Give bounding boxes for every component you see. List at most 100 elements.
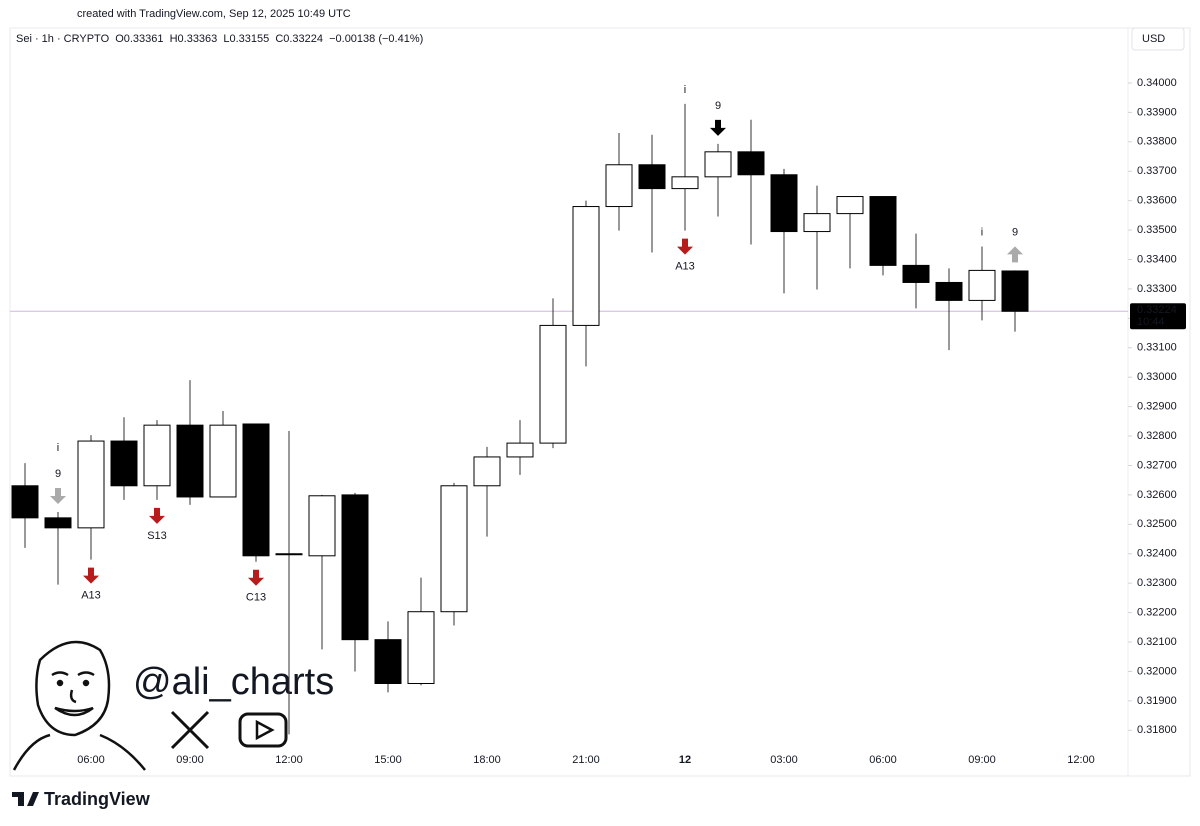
candle-body-up xyxy=(803,213,831,233)
candle-body-down xyxy=(902,264,930,283)
candle-body-up xyxy=(143,424,171,487)
y-tick-label: 0.33800 xyxy=(1137,136,1177,148)
legend: Sei · 1h · CRYPTO O0.33361 H0.33363 L0.3… xyxy=(16,33,423,45)
brand-logo xyxy=(12,792,39,806)
currency-box xyxy=(1131,27,1185,51)
signal-label: i xyxy=(981,226,983,238)
currency: USD xyxy=(1142,33,1165,45)
created-note: created with TradingView.com, Sep 12, 20… xyxy=(77,8,351,20)
y-tick-label: 0.32400 xyxy=(1137,548,1177,560)
signal-arrow xyxy=(149,507,165,524)
y-tick-label: 0.32900 xyxy=(1137,401,1177,413)
candle-body-down xyxy=(1001,270,1029,312)
candle-body-up xyxy=(77,440,105,529)
watermark: @ali_charts xyxy=(133,661,334,703)
signal-label: A13 xyxy=(675,261,695,273)
legend-close: C0.33224 xyxy=(275,33,323,45)
legend-high: H0.33363 xyxy=(170,33,218,45)
y-tick-label: 0.32300 xyxy=(1137,577,1177,589)
candle-body-down xyxy=(11,485,39,519)
legend-symbol: Sei · 1h · CRYPTO xyxy=(16,33,110,45)
candle-body-down xyxy=(935,281,963,301)
y-tick-label: 0.32100 xyxy=(1137,636,1177,648)
brand: TradingView xyxy=(44,789,151,809)
y-tick-label: 0.32200 xyxy=(1137,606,1177,618)
x-tick-label: 18:00 xyxy=(473,754,501,766)
candle-body-up xyxy=(605,164,633,208)
candle-body-up xyxy=(704,151,732,178)
signal-label: i xyxy=(684,84,686,96)
signal-arrow xyxy=(248,569,264,586)
legend-low: L0.33155 xyxy=(223,33,269,45)
x-tick-label: 03:00 xyxy=(770,754,798,766)
candle-body-up xyxy=(407,611,435,685)
signal-label: 9 xyxy=(1012,226,1018,238)
y-tick-label: 0.32500 xyxy=(1137,518,1177,530)
signal-label: 9 xyxy=(55,468,61,480)
signal-label: A13 xyxy=(81,590,101,602)
y-tick-label: 0.33500 xyxy=(1137,224,1177,236)
price-tag-countdown: 10:44 xyxy=(1137,316,1165,328)
candle-body-up xyxy=(836,196,864,215)
x-tick-label: 21:00 xyxy=(572,754,600,766)
x-tick-label: 12:00 xyxy=(275,754,303,766)
y-tick-label: 0.32700 xyxy=(1137,459,1177,471)
x-tick-label: 15:00 xyxy=(374,754,402,766)
x-tick-label: 09:00 xyxy=(176,754,204,766)
signal-arrow xyxy=(677,238,693,255)
signal-arrow xyxy=(50,487,66,504)
signal-label: 9 xyxy=(715,100,721,112)
candle-body-down xyxy=(341,494,369,641)
x-tick-label: 09:00 xyxy=(968,754,996,766)
candles xyxy=(11,103,1029,735)
candle-body-up xyxy=(308,495,336,557)
candle-body-down xyxy=(275,553,303,556)
y-tick-label: 0.33300 xyxy=(1137,283,1177,295)
chart-frame xyxy=(9,27,1191,777)
candle-body-up xyxy=(968,269,996,301)
price-tag-value: 0.33224 xyxy=(1137,304,1177,316)
price-tag xyxy=(1130,303,1186,330)
y-tick-label: 0.33600 xyxy=(1137,195,1177,207)
y-tick-label: 0.33700 xyxy=(1137,165,1177,177)
signal-label: i xyxy=(57,442,59,454)
candle-body-up xyxy=(440,485,468,613)
youtube-icon xyxy=(238,712,288,748)
legend-change: −0.00138 (−0.41%) xyxy=(329,33,423,45)
signal-arrow xyxy=(1007,246,1023,263)
candle-body-down xyxy=(176,424,204,498)
candle-body-down xyxy=(374,639,402,685)
candle-body-up xyxy=(209,424,237,498)
candle-body-down xyxy=(737,151,765,176)
y-tick-label: 0.33400 xyxy=(1137,253,1177,265)
y-tick-label: 0.33900 xyxy=(1137,106,1177,118)
y-tick-label: 0.33100 xyxy=(1137,342,1177,354)
signal-arrow xyxy=(83,567,99,584)
y-tick-label: 0.31900 xyxy=(1137,695,1177,707)
x-tick-label: 06:00 xyxy=(77,754,105,766)
candle-body-up xyxy=(473,456,501,487)
signal-label: C13 xyxy=(246,592,266,604)
candle-body-down xyxy=(869,196,897,266)
y-tick-label: 0.33000 xyxy=(1137,371,1177,383)
y-tick-label: 0.32000 xyxy=(1137,665,1177,677)
signal-arrow xyxy=(710,119,726,136)
y-tick-label: 0.34000 xyxy=(1137,77,1177,89)
x-tick-label: 12:00 xyxy=(1067,754,1095,766)
x-tick-label: 06:00 xyxy=(869,754,897,766)
x-tick-label: 12 xyxy=(679,754,691,766)
candle-body-down xyxy=(242,423,270,557)
candle-body-down xyxy=(638,164,666,190)
candle-body-down xyxy=(44,517,72,529)
signal-label: S13 xyxy=(147,530,167,542)
candle-body-up xyxy=(671,176,699,190)
candle-body-down xyxy=(110,440,138,487)
candle-body-up xyxy=(572,206,600,326)
legend-open: O0.33361 xyxy=(115,33,163,45)
candle-body-down xyxy=(770,174,798,233)
y-tick-label: 0.32800 xyxy=(1137,430,1177,442)
y-tick-label: 0.31800 xyxy=(1137,724,1177,736)
candle-body-up xyxy=(506,442,534,458)
y-tick-label: 0.32600 xyxy=(1137,489,1177,501)
